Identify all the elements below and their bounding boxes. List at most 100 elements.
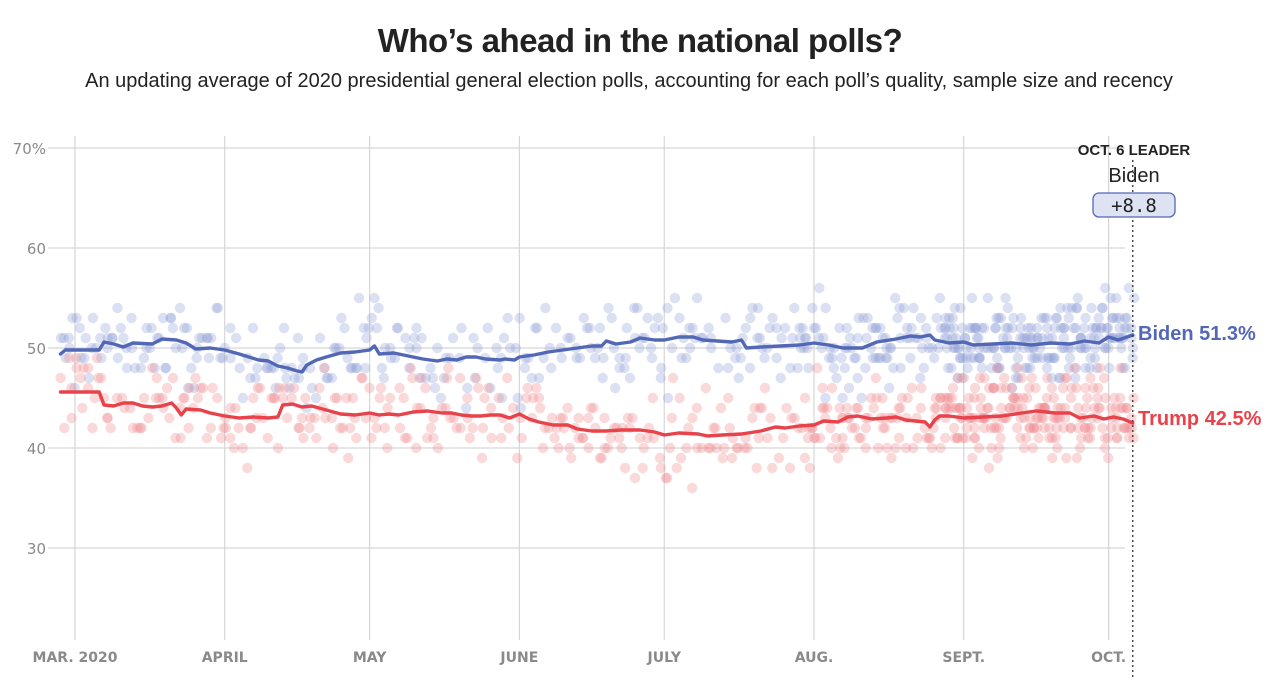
- trump-poll-dot: [1030, 382, 1041, 394]
- biden-poll-dot: [63, 332, 74, 344]
- trump-poll-dot: [1102, 432, 1113, 444]
- biden-poll-dot: [1089, 352, 1101, 364]
- trump-poll-dot: [564, 442, 575, 454]
- biden-poll-dot: [1032, 332, 1043, 344]
- biden-poll-dot: [215, 352, 226, 364]
- biden-poll-dot: [852, 332, 863, 344]
- biden-poll-dot: [935, 322, 946, 334]
- biden-poll-dot: [807, 302, 818, 314]
- trump-poll-dot: [662, 472, 673, 484]
- trump-poll-dot: [326, 412, 338, 424]
- biden-poll-dot: [376, 362, 388, 374]
- biden-poll-dot: [645, 342, 657, 354]
- biden-poll-dot: [1123, 282, 1135, 294]
- trump-poll-dot: [992, 452, 1003, 464]
- biden-poll-dot: [533, 372, 545, 384]
- trump-poll-dot: [822, 402, 833, 414]
- biden-poll-dot: [991, 312, 1002, 324]
- trump-poll-dot: [464, 432, 475, 444]
- trump-poll-dot: [942, 392, 953, 404]
- trump-poll-dot: [1012, 422, 1023, 434]
- trump-poll-dot: [940, 432, 951, 444]
- trump-poll-dot: [802, 432, 814, 444]
- trump-poll-dot: [849, 422, 861, 434]
- trump-poll-dot: [837, 432, 848, 444]
- trump-poll-dot: [989, 422, 1000, 434]
- x-tick-label: AUG.: [795, 650, 834, 666]
- biden-poll-dot: [744, 362, 756, 374]
- trump-poll-dot: [681, 442, 692, 454]
- biden-poll-dot: [1000, 322, 1012, 334]
- trump-poll-dot: [78, 362, 89, 374]
- trump-poll-dot: [1083, 422, 1094, 434]
- biden-poll-dot: [642, 312, 653, 324]
- trump-poll-dot: [1121, 402, 1133, 414]
- trump-poll-dot: [503, 422, 514, 434]
- biden-poll-dot: [1126, 322, 1137, 334]
- biden-poll-dot: [946, 362, 957, 374]
- trump-poll-dot: [1099, 442, 1111, 454]
- trump-poll-dot: [925, 432, 936, 444]
- biden-poll-dot: [1022, 362, 1033, 374]
- trump-poll-dot: [75, 372, 86, 384]
- trump-poll-dot: [1052, 442, 1063, 454]
- biden-poll-dot: [999, 342, 1011, 354]
- biden-poll-dot: [1007, 322, 1018, 334]
- trump-poll-dot: [254, 382, 266, 394]
- trump-poll-dot: [483, 382, 494, 394]
- trump-poll-dot: [871, 392, 882, 404]
- biden-poll-dot: [787, 332, 798, 344]
- trump-poll-dot: [896, 392, 908, 404]
- trump-poll-dot: [986, 442, 997, 454]
- trump-poll-dot: [700, 382, 711, 394]
- biden-poll-dot: [875, 322, 886, 334]
- biden-poll-dot: [725, 342, 736, 354]
- trump-poll-dot: [926, 442, 938, 454]
- biden-poll-dot: [614, 362, 625, 374]
- biden-poll-dot: [1063, 362, 1075, 374]
- trump-poll-dot: [995, 432, 1006, 444]
- biden-poll-dot: [826, 352, 838, 364]
- trump-poll-dot: [288, 382, 300, 394]
- trump-poll-dot: [1017, 402, 1028, 414]
- trump-poll-dot: [1036, 412, 1047, 424]
- trump-poll-dot: [817, 402, 828, 414]
- biden-poll-dot: [274, 342, 286, 354]
- trump-poll-dot: [1126, 422, 1137, 434]
- biden-poll-dot: [71, 312, 82, 324]
- biden-poll-dot: [336, 312, 347, 324]
- biden-poll-dot: [427, 372, 438, 384]
- trump-poll-dot: [305, 412, 316, 424]
- trump-poll-dot: [1082, 392, 1093, 404]
- biden-poll-dot: [745, 312, 756, 324]
- biden-poll-dot: [1049, 322, 1061, 334]
- biden-poll-dot: [83, 372, 95, 384]
- trump-poll-dot: [1031, 412, 1043, 424]
- trump-poll-dot: [912, 432, 923, 444]
- trump-poll-dot: [471, 372, 482, 384]
- trump-poll-dot: [583, 442, 594, 454]
- trump-poll-dot: [272, 442, 284, 454]
- trump-poll-dot: [1000, 382, 1012, 394]
- trump-poll-dot: [853, 432, 865, 444]
- trump-poll-dot: [724, 422, 735, 434]
- trump-poll-dot: [63, 352, 75, 364]
- trump-poll-dot: [969, 432, 980, 444]
- leader-margin-badge: [1092, 192, 1176, 218]
- biden-poll-dot: [1072, 292, 1084, 304]
- biden-poll-dot: [797, 322, 808, 334]
- biden-poll-dot: [1032, 332, 1043, 344]
- trump-poll-dot: [245, 422, 257, 434]
- biden-poll-dot: [955, 352, 966, 364]
- trump-poll-dot: [765, 412, 776, 424]
- biden-poll-dot: [828, 362, 839, 374]
- trump-poll-dot: [1024, 412, 1036, 424]
- trump-poll-dot: [573, 432, 584, 444]
- biden-poll-dot: [329, 342, 340, 354]
- trump-poll-dot: [281, 412, 293, 424]
- biden-poll-dot: [342, 352, 353, 364]
- biden-poll-dot: [1075, 342, 1087, 354]
- trump-poll-dot: [969, 432, 981, 444]
- biden-poll-dot: [360, 362, 371, 374]
- biden-poll-dot: [1116, 342, 1127, 354]
